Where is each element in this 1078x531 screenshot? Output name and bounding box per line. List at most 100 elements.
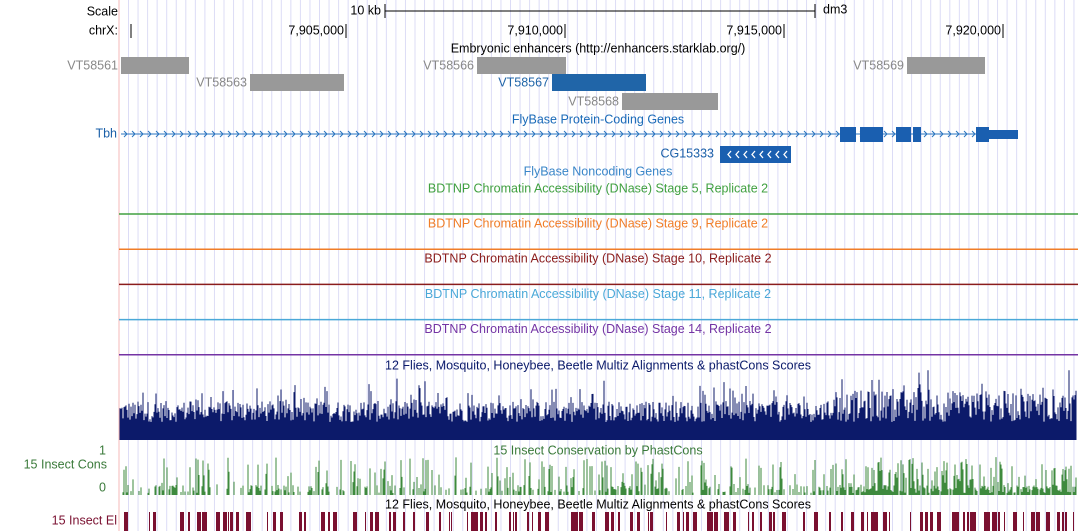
strand-arrow xyxy=(299,130,304,138)
element xyxy=(769,512,772,531)
element xyxy=(683,512,684,531)
strand-arrow xyxy=(611,130,616,138)
strand-arrow xyxy=(715,130,720,138)
strand-arrow xyxy=(123,130,128,138)
axis-min: 0 xyxy=(99,480,106,494)
element xyxy=(426,512,429,531)
strand-arrow xyxy=(419,130,424,138)
element xyxy=(1013,512,1017,531)
strand-arrow xyxy=(755,130,760,138)
enhancer-label: VT58568 xyxy=(568,94,619,108)
strand-arrow xyxy=(475,130,480,138)
track-title: BDTNP Chromatin Accessibility (DNase) St… xyxy=(424,252,771,266)
position-label: 7,910,000 xyxy=(507,23,563,37)
element xyxy=(611,512,614,531)
track-label: 15 Insect Cons xyxy=(24,457,107,471)
grid xyxy=(128,0,1075,531)
strand-arrow xyxy=(267,130,272,138)
element xyxy=(230,512,233,531)
element xyxy=(471,512,475,531)
element xyxy=(495,512,497,531)
element xyxy=(538,512,541,531)
element xyxy=(955,512,959,531)
strand-arrow xyxy=(131,130,136,138)
element xyxy=(321,512,325,531)
element xyxy=(874,512,878,531)
strand-arrow xyxy=(735,150,740,159)
strand-arrow xyxy=(323,130,328,138)
element xyxy=(648,512,649,531)
exon xyxy=(896,127,911,142)
element xyxy=(216,512,220,531)
element xyxy=(618,512,620,531)
track-label: 15 Insect El xyxy=(52,513,117,527)
element xyxy=(814,512,818,531)
strand-arrow xyxy=(251,130,256,138)
element xyxy=(1004,512,1005,531)
strand-arrow xyxy=(759,150,764,159)
track-title: BDTNP Chromatin Accessibility (DNase) St… xyxy=(425,287,771,301)
strand-arrow xyxy=(523,130,528,138)
strand-arrow xyxy=(939,130,944,138)
exon xyxy=(840,127,856,142)
enhancer-label: VT58566 xyxy=(423,58,474,72)
element xyxy=(707,512,710,531)
element xyxy=(637,512,640,531)
element xyxy=(952,512,955,531)
element xyxy=(480,512,483,531)
enhancer-label: VT58567 xyxy=(498,75,549,89)
elements xyxy=(124,512,1074,531)
element xyxy=(1073,512,1074,531)
track-title: BDTNP Chromatin Accessibility (DNase) St… xyxy=(424,322,771,336)
strand-arrow xyxy=(435,130,440,138)
track-title: BDTNP Chromatin Accessibility (DNase) St… xyxy=(428,181,768,195)
element xyxy=(451,512,452,531)
strand-arrow xyxy=(783,150,788,159)
strand-arrow xyxy=(699,130,704,138)
gene-tbh xyxy=(121,127,1018,142)
element xyxy=(592,512,595,531)
element xyxy=(389,512,391,531)
strand-arrow xyxy=(675,130,680,138)
strand-arrow xyxy=(491,130,496,138)
strand-arrow xyxy=(347,130,352,138)
position-label: 7,920,000 xyxy=(945,23,1001,37)
element xyxy=(527,512,529,531)
strand-arrow xyxy=(571,130,576,138)
strand-arrow xyxy=(155,130,160,138)
strand-arrow xyxy=(891,130,896,138)
element xyxy=(1031,512,1035,531)
element xyxy=(937,512,940,531)
element xyxy=(782,512,786,531)
element xyxy=(280,512,283,531)
element xyxy=(889,512,890,531)
strand-arrow xyxy=(443,130,448,138)
scale-bar xyxy=(384,4,816,18)
element xyxy=(246,512,247,531)
enhancer xyxy=(622,93,718,110)
element xyxy=(930,512,931,531)
exon xyxy=(913,127,921,142)
strand-arrow xyxy=(139,130,144,138)
strand-arrow xyxy=(751,150,756,159)
strand-arrow xyxy=(619,130,624,138)
element xyxy=(365,512,366,531)
element xyxy=(485,512,487,531)
element xyxy=(973,512,976,531)
strand-arrow xyxy=(451,130,456,138)
strand-arrow xyxy=(603,130,608,138)
track-title: BDTNP Chromatin Accessibility (DNase) St… xyxy=(428,216,768,230)
element xyxy=(1036,512,1040,531)
strand-arrow xyxy=(331,130,336,138)
strand-arrow xyxy=(235,130,240,138)
strand-arrow xyxy=(531,130,536,138)
element xyxy=(267,512,268,531)
element xyxy=(760,512,762,531)
exon xyxy=(720,146,791,163)
scale-bar-label: 10 kb xyxy=(350,3,381,17)
element xyxy=(920,512,923,531)
enhancer-label: VT58563 xyxy=(196,75,247,89)
strand-arrow xyxy=(727,150,732,159)
element xyxy=(572,512,574,531)
element xyxy=(475,512,478,531)
